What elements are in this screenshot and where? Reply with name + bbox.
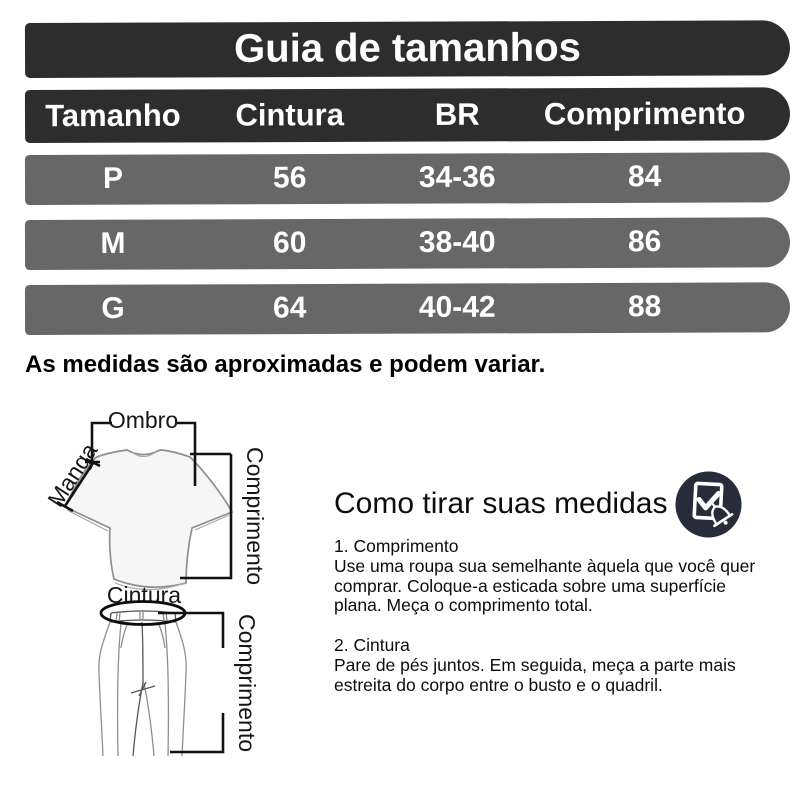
table-row-m: M 60 38-40 86 — [24, 217, 791, 270]
header-tamanho: Tamanho — [45, 97, 181, 133]
pants-comprimento-label: Comprimento — [234, 614, 260, 752]
header-br: BR — [434, 96, 480, 132]
ombro-annotation: Ombro — [85, 407, 231, 486]
table-row-g: G 64 40-42 88 — [24, 282, 791, 335]
header-cintura: Cintura — [235, 96, 344, 133]
br-cell: 40-42 — [418, 290, 496, 324]
bell-glyph — [711, 503, 734, 528]
pants-comprimento-annotation: Comprimento — [158, 611, 260, 754]
clipboard-check-bell-icon — [675, 471, 742, 538]
cintura-cell: 60 — [272, 226, 307, 260]
comprimento-cell: 86 — [627, 225, 662, 259]
disclaimer-note: As medidas são aproximadas e podem varia… — [25, 351, 546, 378]
table-row-p: P 56 34-36 84 — [24, 152, 791, 205]
page-title: Guia de tamanhos — [234, 25, 581, 71]
ombro-label: Ombro — [108, 407, 178, 433]
title-banner: Guia de tamanhos — [24, 20, 791, 78]
step-comprimento: 1. Comprimento Use uma roupa sua semelha… — [334, 536, 766, 616]
step-body: Pare de pés juntos. Em seguida, meça a p… — [334, 654, 736, 695]
howto-steps: 1. Comprimento Use uma roupa sua semelha… — [334, 536, 766, 715]
br-cell: 34-36 — [418, 160, 496, 194]
br-cell: 38-40 — [418, 225, 496, 259]
step-cintura: 2. Cintura Pare de pés juntos. Em seguid… — [334, 635, 766, 695]
comprimento-cell: 88 — [627, 290, 662, 324]
header-comprimento: Comprimento — [543, 95, 746, 131]
size-cell: G — [101, 291, 125, 326]
step-title: 2. Cintura — [334, 635, 410, 656]
comprimento-cell: 84 — [627, 160, 662, 194]
table-header-row: Tamanho Cintura BR Comprimento — [24, 87, 791, 143]
howto-heading: Como tirar suas medidas — [334, 487, 668, 520]
size-cell: P — [102, 161, 124, 196]
shirt-comprimento-label: Comprimento — [242, 447, 268, 585]
step-body: Use uma roupa sua semelhante àquela que … — [334, 555, 756, 616]
tshirt-outline — [63, 449, 234, 591]
measurement-diagram: Ombro Manga Comprimento Cintura — [42, 407, 268, 757]
pants-outline — [98, 610, 187, 757]
step-title: 1. Comprimento — [334, 536, 459, 556]
size-cell: M — [100, 226, 126, 261]
cintura-cell: 64 — [272, 291, 307, 325]
shirt-comprimento-annotation: Comprimento — [180, 447, 268, 585]
cintura-cell: 56 — [272, 161, 307, 195]
